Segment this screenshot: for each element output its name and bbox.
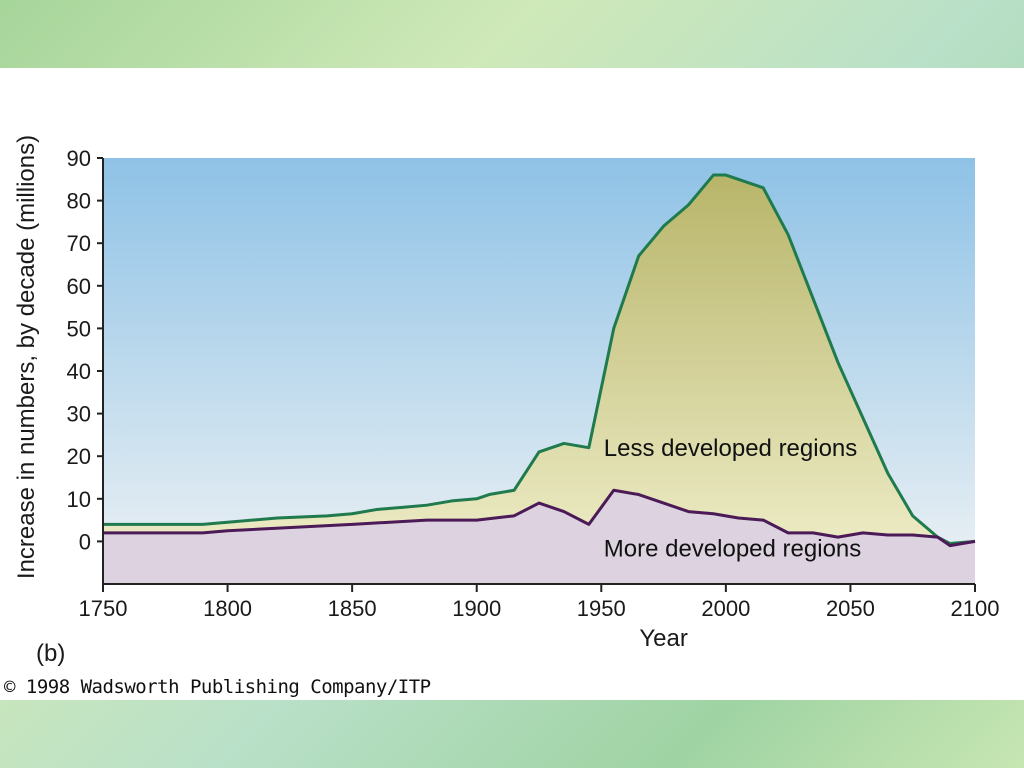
figure-panel: 1750 1800 1850 1900 1950 2000 2050 2100 0 10 20 30… xyxy=(0,68,1024,700)
annotation-less-developed: Less developed regions xyxy=(604,435,858,462)
y-tick-label: 40 xyxy=(67,359,91,384)
population-chart: 1750 1800 1850 1900 1950 2000 2050 2100 0 10 20 30… xyxy=(13,135,1000,652)
y-tick-label: 30 xyxy=(67,402,91,427)
y-tick-label: 0 xyxy=(79,529,91,554)
y-tick-label: 90 xyxy=(67,146,91,171)
x-tick-label: 2000 xyxy=(701,596,750,621)
x-tick-label: 2050 xyxy=(826,596,875,621)
area-less-developed xyxy=(103,175,975,546)
y-tick-label: 50 xyxy=(67,316,91,341)
annotation-more-developed: More developed regions xyxy=(604,535,862,562)
x-tick-label: 1800 xyxy=(203,596,252,621)
decorative-band-top xyxy=(0,0,1024,68)
y-tick-label: 20 xyxy=(67,444,91,469)
x-tick-label: 1950 xyxy=(577,596,626,621)
y-axis-title: Increase in numbers, by decade (millions… xyxy=(13,135,40,579)
y-tick-label: 80 xyxy=(67,189,91,214)
copyright-notice: © 1998 Wadsworth Publishing Company/ITP xyxy=(4,676,431,698)
line-more-developed xyxy=(103,488,976,548)
line-less-developed xyxy=(103,173,976,546)
y-tick-label: 70 xyxy=(67,231,91,256)
area-more-developed xyxy=(103,490,975,584)
x-axis-title: Year xyxy=(639,625,688,652)
figure-caption: (b) xyxy=(36,640,66,667)
decorative-band-bottom xyxy=(0,700,1024,768)
x-tick-label: 1750 xyxy=(79,596,128,621)
y-tick-label: 60 xyxy=(67,274,91,299)
x-tick-label: 1900 xyxy=(452,596,501,621)
x-tick-label: 1850 xyxy=(328,596,377,621)
x-tick-label: 2100 xyxy=(951,596,1000,621)
y-tick-label: 10 xyxy=(67,487,91,512)
